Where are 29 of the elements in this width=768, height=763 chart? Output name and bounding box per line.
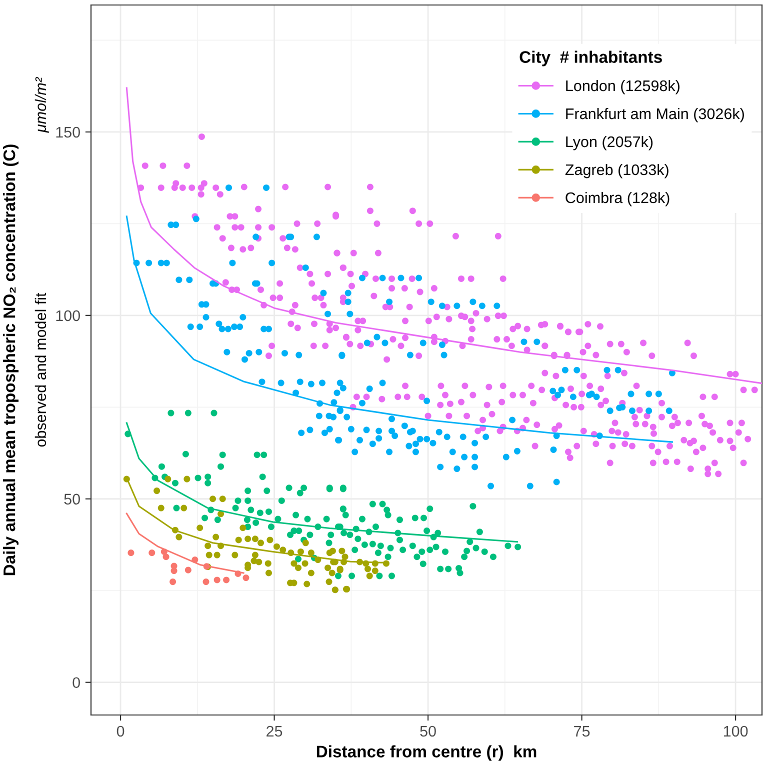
point [214,576,220,584]
point [184,566,192,574]
point [162,554,170,560]
point [223,576,230,584]
y-axis-title: Daily annual mean tropospheric NO₂ concentration (C) [2,144,19,576]
legend-label: Frankfurt am Main (3026k) [566,108,744,122]
legend-label: Lyon (2057k) [566,136,653,150]
text: μmol/m² [34,77,49,133]
x-axis-title: Distance from centre (r) km [316,745,536,761]
point [170,568,178,574]
point [202,578,210,586]
legend-label: Zagreb (1033k) [565,164,668,178]
text: observed and model fit [34,292,46,447]
legend-title: City # inhabitants [520,50,662,66]
point [170,578,176,586]
point [128,550,134,556]
x-tick-label: 100 [724,726,748,737]
point [148,550,156,556]
y-tick-label: 100 [56,310,80,322]
legend-label: London (12598k) [566,80,680,94]
x-tick-label: 0 [116,726,124,737]
y-tick-label: 0 [72,677,80,688]
x-tick-label: 25 [266,726,282,737]
y-tick-label: 150 [56,126,80,138]
point [242,574,250,582]
x-tick-label: 75 [574,726,590,737]
y-tick-label: 50 [64,494,80,505]
legend-label: Coimbra (128k) [566,192,670,206]
x-tick-label: 50 [420,726,436,737]
